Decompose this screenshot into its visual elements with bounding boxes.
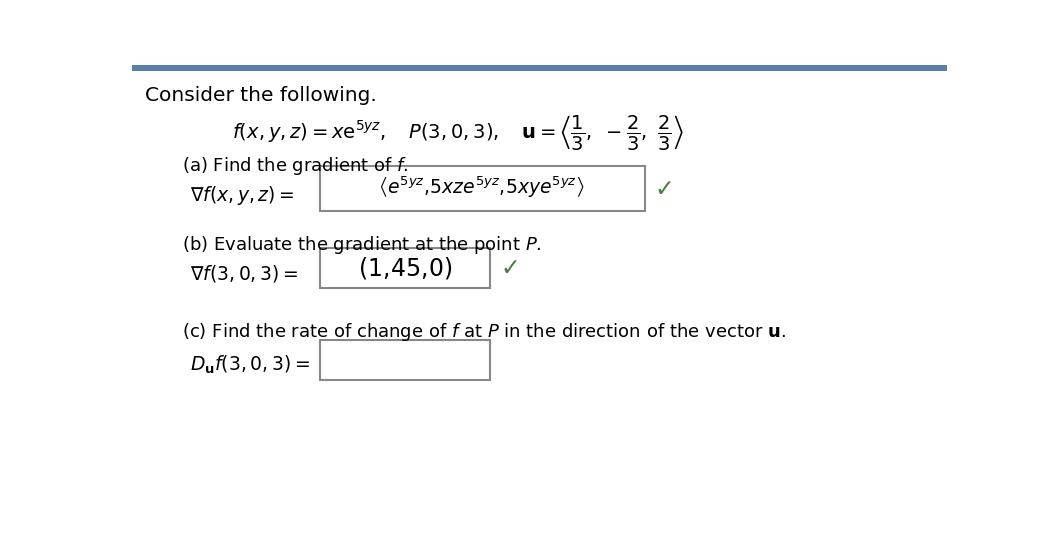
Text: $\nabla \mathit{f}(x, y, z) =$: $\nabla \mathit{f}(x, y, z) =$ bbox=[189, 184, 295, 207]
Text: ✓: ✓ bbox=[501, 256, 520, 280]
Text: $\left\langle e^{5yz},\!5xze^{5yz},\!5xye^{5yz} \right\rangle$: $\left\langle e^{5yz},\!5xze^{5yz},\!5xy… bbox=[379, 174, 585, 200]
Text: $\mathit{f}(x, y, z) = x\mathrm{e}^{5yz}, \quad P(3, 0, 3), \quad \mathbf{u} = \: $\mathit{f}(x, y, z) = x\mathrm{e}^{5yz}… bbox=[232, 113, 684, 152]
Bar bbox=[320, 166, 645, 211]
Bar bbox=[320, 340, 490, 380]
Text: $\nabla \mathit{f}(3, 0, 3) =$: $\nabla \mathit{f}(3, 0, 3) =$ bbox=[189, 263, 298, 284]
Text: (a) Find the gradient of $\mathit{f}$.: (a) Find the gradient of $\mathit{f}$. bbox=[182, 155, 408, 178]
Text: Consider the following.: Consider the following. bbox=[145, 86, 378, 105]
Text: (c) Find the rate of change of $\mathit{f}$ at $\mathit{P}$ in the direction of : (c) Find the rate of change of $\mathit{… bbox=[182, 321, 786, 343]
Text: (b) Evaluate the gradient at the point $\mathit{P}$.: (b) Evaluate the gradient at the point $… bbox=[182, 234, 542, 256]
Bar bbox=[132, 65, 947, 70]
Bar bbox=[320, 248, 490, 288]
Text: $(1,\!45,\!0)$: $(1,\!45,\!0)$ bbox=[358, 255, 452, 281]
Text: $D_{\mathbf{u}}\mathit{f}(3, 0, 3) =$: $D_{\mathbf{u}}\mathit{f}(3, 0, 3) =$ bbox=[189, 353, 309, 376]
Text: ✓: ✓ bbox=[654, 176, 674, 201]
